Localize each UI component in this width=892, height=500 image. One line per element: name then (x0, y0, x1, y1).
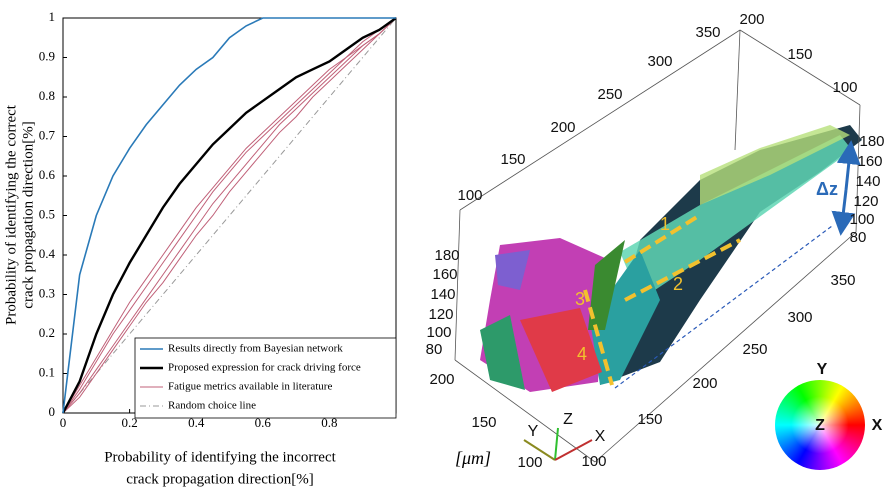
region-label: 4 (577, 344, 587, 364)
axis-tick-label: 300 (647, 53, 672, 70)
wireframe (454, 29, 861, 463)
series-line (62, 17, 397, 414)
guide-line (614, 225, 833, 389)
y-tick-label: 0.1 (39, 364, 55, 379)
x-tick-label: 0 (60, 415, 67, 430)
axis-tick-label: 100 (426, 324, 451, 341)
delta-arrow (836, 140, 861, 191)
y-tick-label: 0.6 (39, 167, 56, 182)
region-label: 1 (660, 214, 670, 234)
render-3d: 2003503002502001501001501001801601401201… (426, 11, 885, 471)
crack-surface (590, 250, 660, 385)
delta-label: Δz (816, 179, 838, 199)
axis-tick-label: 100 (832, 79, 857, 96)
x-axis-label: Probability of identifying the incorrect (104, 449, 336, 465)
axis-tick-label: 120 (853, 193, 878, 210)
region-outline (623, 213, 702, 264)
axis-tick-label: 200 (429, 371, 454, 388)
region-outline (624, 238, 741, 302)
axis-tick-label: 350 (830, 272, 855, 289)
series-line (61, 17, 397, 414)
delta-arrow (831, 189, 856, 236)
series-line (62, 17, 397, 414)
axis-tick-label: 200 (550, 119, 575, 136)
legend-label: Proposed expression for crack driving fo… (168, 362, 361, 374)
y-tick-label: 0.3 (39, 285, 55, 300)
axis-tick-label: 150 (637, 411, 662, 428)
legend-label: Fatigue metrics available in literature (168, 381, 332, 393)
axis-tick-label: 150 (787, 46, 812, 63)
legend-box (134, 337, 397, 419)
legend-label: Results directly from Bayesian network (168, 343, 343, 355)
color-wheel (775, 380, 865, 470)
grain (520, 308, 602, 392)
axis-triad (554, 427, 559, 461)
axis-tick-label: 150 (471, 414, 496, 431)
axis-tick-label: 100 (849, 211, 874, 228)
axis-tick-label: 160 (857, 153, 882, 170)
unit-label: [μm] (455, 448, 491, 468)
y-axis-label: crack propagation direction[%] (20, 121, 36, 308)
axis-tick-label: 300 (787, 309, 812, 326)
triad-label: Y (528, 423, 539, 440)
grain (480, 315, 525, 390)
grain-cluster (495, 250, 530, 290)
x-tick-label: 0.4 (188, 415, 205, 430)
y-tick-label: 0.5 (39, 206, 55, 221)
crack-surface (700, 125, 850, 205)
axis-tick-label: 120 (428, 306, 453, 323)
series-line (62, 17, 396, 414)
series-line (62, 17, 397, 414)
axis-triad (523, 439, 556, 461)
grain (588, 240, 625, 330)
y-axis-label: Probability of identifying the correct (3, 104, 19, 325)
wheel-label: Z (815, 417, 825, 434)
x-tick-label: 0.6 (255, 415, 272, 430)
axis-tick-label: 80 (850, 229, 867, 246)
wheel-label: X (872, 417, 883, 434)
axis-tick-label: 160 (432, 266, 457, 283)
axis-tick-label: 150 (500, 151, 525, 168)
axis-tick-label: 80 (426, 341, 443, 358)
axis-tick-label: 180 (434, 247, 459, 264)
region-outline (583, 289, 614, 386)
triad-label: Z (563, 411, 573, 428)
axis-tick-label: 350 (695, 24, 720, 41)
x-tick-label: 0.8 (321, 415, 337, 430)
axis-tick-label: 100 (457, 187, 482, 204)
series-line (62, 17, 397, 414)
y-tick-label: 0.8 (39, 88, 55, 103)
legend-label: Random choice line (168, 400, 256, 412)
axis-tick-label: 100 (517, 454, 542, 471)
crack-surface (600, 125, 862, 385)
x-axis-label: crack propagation direction[%] (126, 471, 313, 487)
triad-label: X (595, 428, 606, 445)
axis-tick-label: 250 (742, 341, 767, 358)
axis-triad (554, 439, 593, 461)
wheel-label: Y (817, 361, 828, 378)
y-tick-label: 0.7 (39, 127, 56, 142)
axis-tick-label: 200 (739, 11, 764, 28)
y-tick-label: 0.9 (39, 48, 55, 63)
axis-tick-label: 100 (581, 453, 606, 470)
y-tick-label: 0.2 (39, 325, 55, 340)
axis-tick-label: 140 (430, 286, 455, 303)
axis-tick-label: 180 (859, 133, 884, 150)
y-tick-label: 0.4 (39, 246, 56, 261)
axis-tick-label: 140 (855, 173, 880, 190)
x-tick-label: 0.2 (121, 415, 137, 430)
series-line (62, 17, 397, 414)
region-label: 2 (673, 274, 683, 294)
y-tick-label: 0 (49, 404, 56, 419)
region-label: 3 (575, 289, 585, 309)
crack-surface (620, 135, 852, 300)
axis-tick-label: 250 (597, 86, 622, 103)
y-tick-label: 1 (49, 9, 56, 24)
axis-tick-label: 200 (692, 375, 717, 392)
